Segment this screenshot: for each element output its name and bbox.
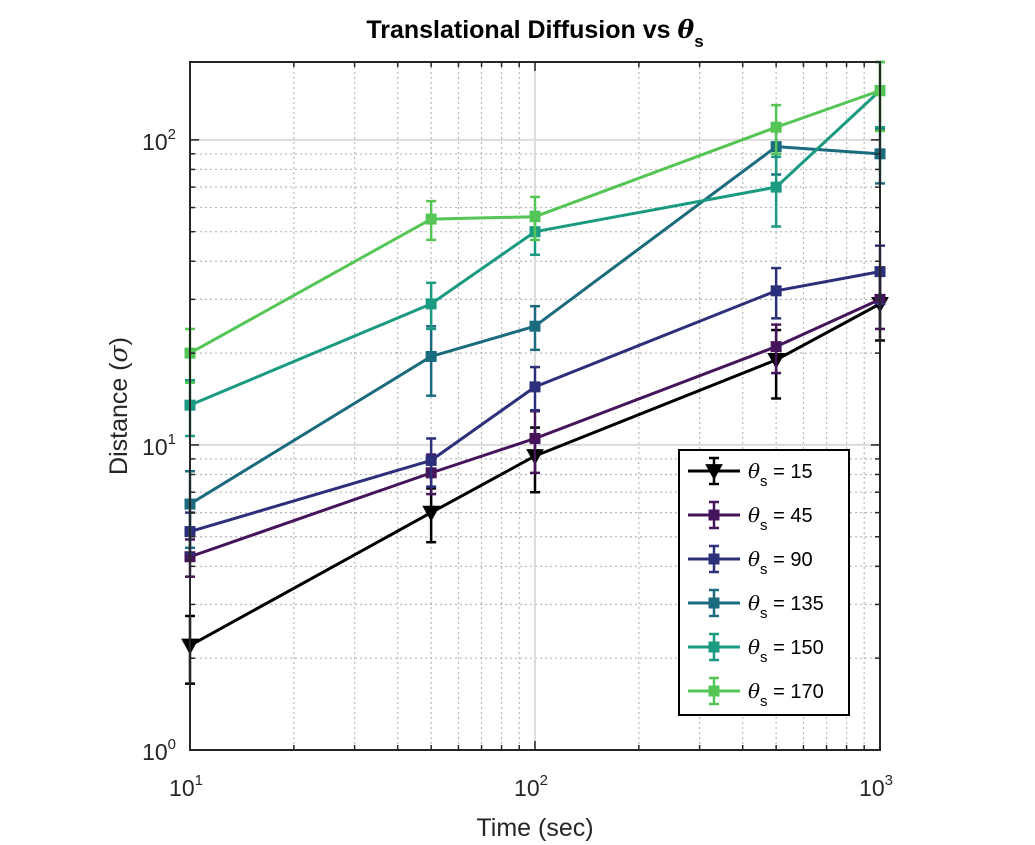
data-point xyxy=(770,341,782,353)
legend-marker xyxy=(708,553,720,565)
legend-subscript: s xyxy=(760,649,768,666)
x-tick-base: 10 xyxy=(169,775,195,801)
legend-value: 15 xyxy=(790,461,812,483)
legend-subscript: s xyxy=(760,517,768,534)
y-tick-exponent: 0 xyxy=(168,736,176,753)
legend-equals: = xyxy=(768,461,791,483)
legend-entry-150: θs = 150 xyxy=(688,632,824,666)
x-tick-base: 10 xyxy=(859,775,885,801)
legend-value: 45 xyxy=(790,505,812,527)
data-point xyxy=(770,121,782,133)
data-point xyxy=(425,454,437,466)
data-point xyxy=(770,285,782,297)
y-tick-label: 101 xyxy=(142,431,176,460)
data-series xyxy=(181,60,889,685)
x-tick-label: 103 xyxy=(859,772,893,801)
data-point xyxy=(422,505,440,522)
x-tick-exponent: 2 xyxy=(540,772,548,789)
legend-label: θs = 90 xyxy=(748,547,813,578)
legend-equals: = xyxy=(768,549,791,571)
legend-entry-135: θs = 135 xyxy=(688,588,824,622)
axis-ticks xyxy=(189,62,881,751)
x-tick-label: 102 xyxy=(514,772,548,801)
legend-label: θs = 150 xyxy=(748,635,824,666)
legend-value: 150 xyxy=(790,637,823,659)
legend-theta-symbol: θ xyxy=(748,503,760,527)
legend-entry-170: θs = 170 xyxy=(688,676,824,710)
legend-theta-symbol: θ xyxy=(748,591,760,615)
legend-label: θs = 170 xyxy=(748,679,824,710)
data-point xyxy=(529,432,541,444)
legend-value: 90 xyxy=(790,549,812,571)
legend-theta-symbol: θ xyxy=(748,635,760,659)
legend-entry-45: θs = 45 xyxy=(688,500,813,534)
data-point xyxy=(425,298,437,310)
y-tick-label: 100 xyxy=(142,736,176,765)
data-point xyxy=(770,181,782,193)
y-tick-label: 102 xyxy=(142,126,176,155)
legend-marker xyxy=(708,597,720,609)
legend-subscript: s xyxy=(760,561,768,578)
legend-value: 135 xyxy=(790,593,823,615)
y-tick-exponent: 1 xyxy=(168,431,176,448)
legend-equals: = xyxy=(768,505,791,527)
legend-theta-symbol: θ xyxy=(748,459,760,483)
legend-equals: = xyxy=(768,637,791,659)
data-point xyxy=(529,381,541,393)
x-axis-label: Time (sec) xyxy=(476,814,593,842)
y-tick-base: 10 xyxy=(142,434,168,460)
legend-theta-symbol: θ xyxy=(748,679,760,703)
legend-entry-90: θs = 90 xyxy=(688,544,813,578)
y-tick-exponent: 2 xyxy=(168,126,176,143)
x-tick-base: 10 xyxy=(514,775,540,801)
x-tick-exponent: 1 xyxy=(195,772,203,789)
chart-title: Translational Diffusion vs θs xyxy=(366,15,703,51)
x-tick-label: 101 xyxy=(169,772,203,801)
legend-label: θs = 135 xyxy=(748,591,824,622)
legend-box xyxy=(678,449,850,716)
legend-equals: = xyxy=(768,593,791,615)
legend-label: θs = 15 xyxy=(748,459,813,490)
legend-value: 170 xyxy=(790,681,823,703)
legend-entry-15: θs = 15 xyxy=(688,456,813,490)
data-point xyxy=(529,320,541,332)
legend-marker xyxy=(705,464,723,481)
legend-marker xyxy=(708,641,720,653)
legend-marker xyxy=(708,685,720,697)
y-tick-base: 10 xyxy=(142,129,168,155)
legend-subscript: s xyxy=(760,693,768,710)
x-tick-exponent: 3 xyxy=(885,772,893,789)
legend-label: θs = 45 xyxy=(748,503,813,534)
data-point xyxy=(529,211,541,223)
data-point xyxy=(425,213,437,225)
legend-equals: = xyxy=(768,681,791,703)
y-axis-label: Distance (σ) xyxy=(104,337,133,475)
data-point xyxy=(425,350,437,362)
legend-subscript: s xyxy=(760,605,768,622)
legend-theta-symbol: θ xyxy=(748,547,760,571)
legend-subscript: s xyxy=(760,473,768,490)
y-tick-base: 10 xyxy=(142,739,168,765)
legend-marker xyxy=(708,509,720,521)
